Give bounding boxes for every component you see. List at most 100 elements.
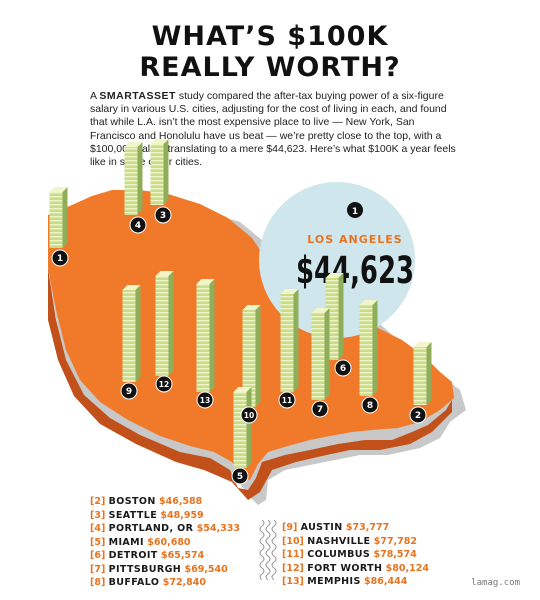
- stack-top: [325, 273, 344, 278]
- city-badge-10: 10: [240, 406, 258, 424]
- legend-rank: [5]: [90, 536, 106, 548]
- legend-row: [9] AUSTIN $73,777: [282, 521, 429, 535]
- legend-value: $78,574: [373, 549, 417, 560]
- legend-city: FORT WORTH: [307, 562, 383, 574]
- badge-circle: [311, 400, 329, 418]
- stack-top: [242, 305, 261, 310]
- stack-top: [280, 289, 299, 294]
- stack-front: [311, 313, 325, 400]
- highlight-value: $44,623: [296, 249, 414, 292]
- legend-row: [3] SEATTLE $48,959: [90, 509, 240, 523]
- legend-city: BUFFALO: [108, 577, 160, 588]
- legend-value: $80,124: [385, 562, 429, 574]
- city-badge-7: 7: [311, 400, 329, 418]
- badge-circle: [120, 382, 138, 400]
- stack-front: [233, 392, 247, 468]
- stack-side: [293, 289, 299, 392]
- legend-city: PORTLAND, OR: [108, 523, 194, 534]
- legend-rank: [3]: [90, 509, 106, 521]
- badge-number: 1: [57, 254, 63, 264]
- legend-row: [4] PORTLAND, OR $54,333: [90, 522, 240, 536]
- stack-front: [196, 284, 210, 392]
- legend-rank: [8]: [90, 577, 106, 588]
- badge-circle: [196, 391, 214, 409]
- stack-front: [242, 310, 256, 407]
- legend-row: [8] BUFFALO $72,840: [90, 576, 240, 590]
- badge-number: 10: [244, 411, 254, 420]
- legend-value: $65,574: [160, 550, 205, 561]
- legend-row: [5] MIAMI $60,680: [90, 536, 240, 550]
- stack-side: [137, 142, 143, 215]
- stack-side: [209, 279, 215, 392]
- legend-value: $69,540: [184, 563, 228, 575]
- legend-value: $72,840: [162, 577, 206, 588]
- badge-circle: [334, 359, 352, 377]
- legend-rank: [2]: [90, 496, 106, 507]
- stack-side: [135, 285, 141, 382]
- badge-circle: [361, 396, 379, 414]
- stack-side: [163, 139, 169, 205]
- legend-left: [2] BOSTON $46,588 [3] SEATTLE $48,959 [4]…: [90, 495, 240, 590]
- badge-number: 4: [135, 221, 141, 231]
- legend-row: [11] COLUMBUS $78,574: [282, 548, 429, 562]
- stack-front: [122, 290, 136, 382]
- legend-city: MIAMI: [108, 536, 144, 548]
- legend-city: NASHVILLE: [307, 535, 371, 547]
- legend-right: [9] AUSTIN $73,777 [10] NASHVILLE $77,782…: [282, 521, 429, 589]
- money-stack: [196, 279, 215, 392]
- stack-top: [359, 300, 378, 305]
- city-badge-11: 11: [278, 391, 296, 409]
- legend-value: $48,959: [160, 509, 204, 521]
- stack-side: [246, 387, 252, 468]
- legend-rank: [10]: [282, 535, 304, 547]
- headline-line-1: WHAT’S $100K: [151, 21, 389, 52]
- legend-row: [7] PITTSBURGH $69,540: [90, 563, 240, 577]
- money-stack: [150, 139, 169, 205]
- divider-squiggle: [259, 520, 277, 580]
- badge-circle: [51, 249, 69, 267]
- city-badge-3: 3: [154, 206, 172, 224]
- legend-city: AUSTIN: [300, 522, 343, 533]
- intro-lead: A: [90, 90, 97, 102]
- badge-number: 5: [237, 472, 243, 482]
- badge-number: 2: [415, 411, 421, 421]
- badge-circle: [129, 216, 147, 234]
- stack-side: [338, 273, 344, 360]
- badge-number: 11: [282, 396, 292, 405]
- legend-row: [12] FORT WORTH $80,124: [282, 562, 429, 576]
- legend-rank: [6]: [90, 550, 106, 561]
- badge-number: 3: [160, 211, 166, 221]
- stack-front: [413, 347, 427, 405]
- legend-city: SEATTLE: [108, 509, 158, 521]
- highlight-rank-badge: [347, 202, 363, 218]
- stack-side: [62, 187, 68, 248]
- source-credit: lamag.com: [471, 578, 520, 588]
- intro-body: study compared the after-tax buying powe…: [90, 90, 456, 169]
- money-stack: [155, 271, 174, 376]
- legend-value: $60,680: [147, 536, 191, 548]
- legend-rank: [7]: [90, 563, 106, 575]
- legend-city: PITTSBURGH: [108, 563, 182, 575]
- stack-front: [124, 147, 138, 215]
- intro-paragraph: A SMARTASSET study compared the after-ta…: [90, 90, 462, 169]
- badge-circle: [155, 375, 173, 393]
- city-badges: 3 4 1 6 12 9 11 13 8 7 2 10 5: [51, 206, 427, 485]
- stack-top: [150, 139, 169, 144]
- money-stack: [311, 308, 330, 400]
- city-badge-6: 6: [334, 359, 352, 377]
- badge-circle: [278, 391, 296, 409]
- city-badge-2: 2: [409, 406, 427, 424]
- stack-top: [49, 187, 68, 192]
- stack-front: [155, 276, 169, 376]
- legend-value: $77,782: [373, 535, 417, 547]
- stack-side: [426, 342, 432, 405]
- stack-front: [359, 305, 373, 396]
- highlight-rank-number: 1: [352, 207, 358, 217]
- city-badge-8: 8: [361, 396, 379, 414]
- money-stack: [122, 285, 141, 382]
- stack-side: [255, 305, 261, 407]
- legend-rank: [13]: [282, 576, 304, 587]
- stack-side: [324, 308, 330, 400]
- city-badge-4: 4: [129, 216, 147, 234]
